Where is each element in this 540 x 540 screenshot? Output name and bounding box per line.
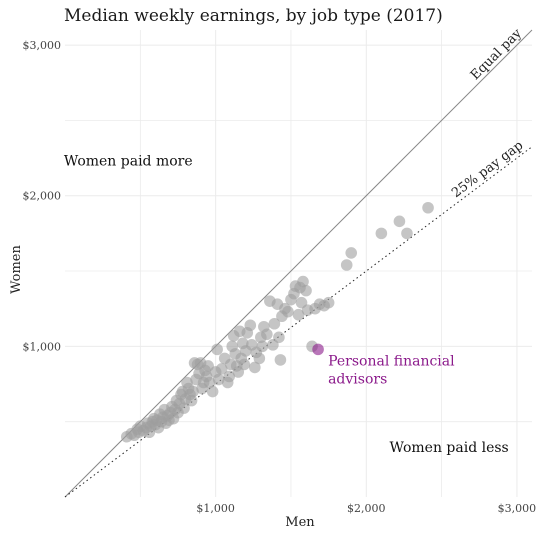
data-point xyxy=(282,305,294,318)
y-tick-label: $2,000 xyxy=(23,190,62,203)
y-tick-label: $3,000 xyxy=(23,39,62,52)
data-point xyxy=(212,373,225,386)
data-point xyxy=(244,319,257,332)
data-point xyxy=(238,358,251,371)
y-axis-label: Women xyxy=(8,245,24,294)
data-point xyxy=(261,328,273,341)
x-tick-label: $1,000 xyxy=(196,502,235,515)
pay-gap-label: 25% pay gap xyxy=(449,138,526,201)
data-point xyxy=(292,308,305,321)
data-point xyxy=(274,354,287,366)
data-point xyxy=(401,227,413,240)
x-tick-label: $3,000 xyxy=(498,502,537,515)
data-point xyxy=(185,394,198,407)
data-point xyxy=(215,363,228,375)
data-point xyxy=(187,385,199,398)
x-tick-label: $2,000 xyxy=(347,502,386,515)
data-point xyxy=(393,215,406,228)
data-point xyxy=(253,352,266,365)
reference-lines xyxy=(64,29,533,498)
data-point xyxy=(297,275,309,288)
data-point xyxy=(223,370,236,383)
data-points xyxy=(120,201,434,443)
data-point xyxy=(422,201,434,214)
x-axis-label: Men xyxy=(285,515,315,530)
y-tick-label: $1,000 xyxy=(23,340,62,353)
grid xyxy=(65,30,532,497)
chart-title: Median weekly earnings, by job type (201… xyxy=(64,6,443,26)
equal-pay-line xyxy=(64,29,533,498)
data-point xyxy=(268,317,281,330)
pay-gap-line xyxy=(64,146,533,498)
highlight-label: Personal financial advisors xyxy=(328,353,455,387)
data-point xyxy=(300,284,312,297)
data-point xyxy=(206,385,219,398)
axis-ticks: $1,000 $2,000 $3,000 $1,000 $2,000 $3,000 xyxy=(23,39,537,515)
data-point xyxy=(178,402,190,414)
data-point xyxy=(256,340,269,353)
data-point xyxy=(375,227,388,240)
data-point xyxy=(322,296,335,309)
data-point xyxy=(273,331,285,344)
data-point xyxy=(249,361,261,374)
highlight-point xyxy=(312,343,324,356)
data-point xyxy=(340,259,353,271)
data-point xyxy=(345,247,358,259)
data-point xyxy=(211,343,223,356)
region-label: Women paid more xyxy=(64,154,193,170)
region-label: Women paid less xyxy=(390,440,509,456)
data-point xyxy=(203,376,216,389)
